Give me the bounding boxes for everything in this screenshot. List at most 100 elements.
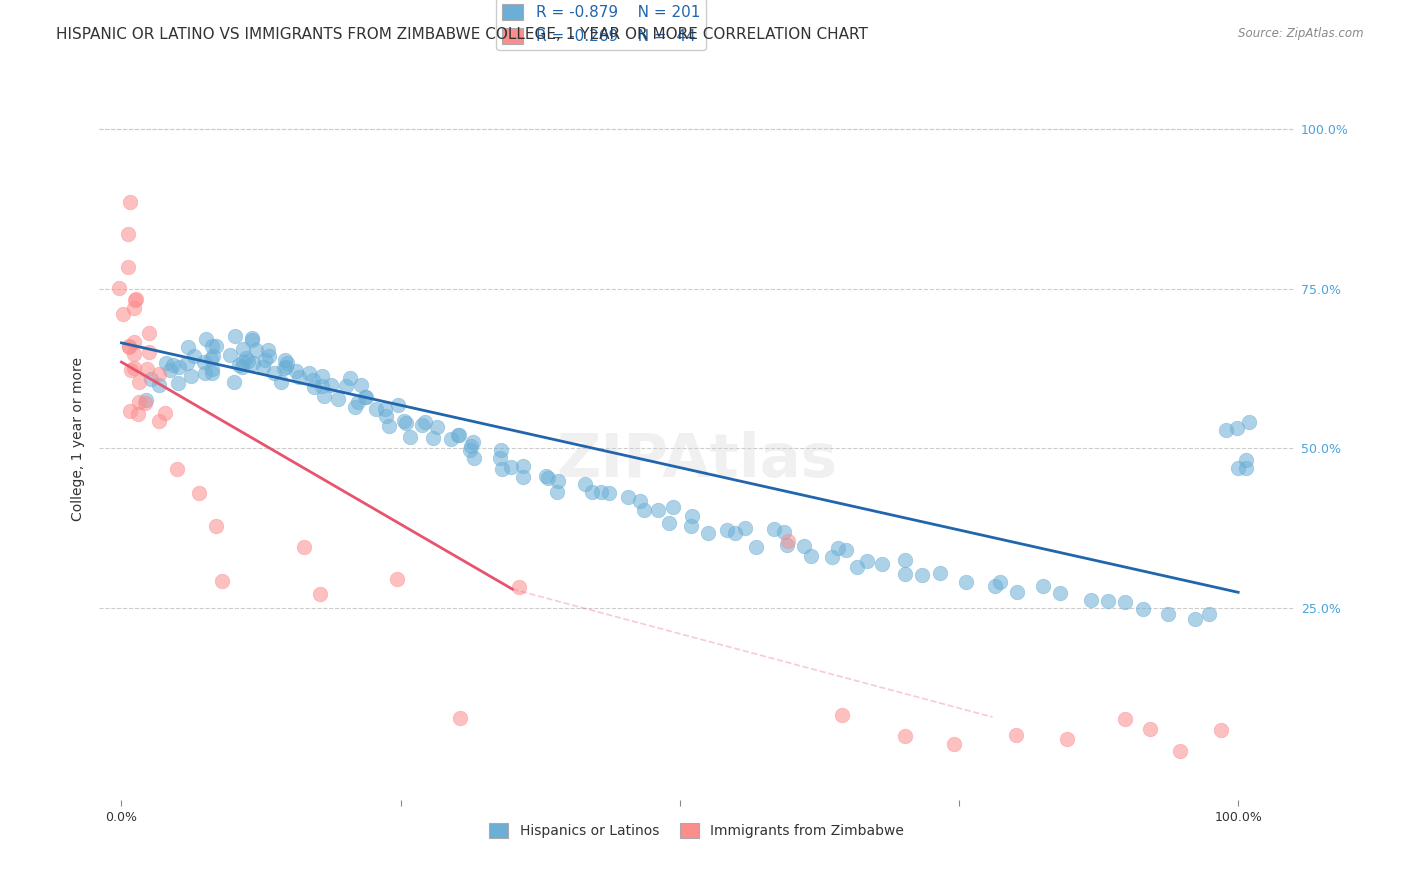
Point: [141, 371, 163, 385]
Point: [378, 419, 401, 434]
Point: [911, 568, 934, 582]
Point: [270, 375, 292, 389]
Point: [302, 373, 325, 387]
Point: [200, 352, 222, 367]
Point: [236, 354, 259, 368]
Point: [374, 409, 396, 423]
Point: [1049, 586, 1071, 600]
Point: [411, 417, 433, 432]
Point: [458, 442, 481, 457]
Point: [211, 574, 233, 588]
Point: [124, 293, 146, 307]
Point: [193, 355, 215, 369]
Point: [581, 485, 603, 500]
Point: [201, 339, 224, 353]
Point: [387, 398, 409, 412]
Point: [148, 367, 170, 381]
Point: [955, 574, 977, 589]
Point: [1080, 592, 1102, 607]
Point: [159, 363, 181, 377]
Point: [335, 379, 357, 393]
Point: [1156, 607, 1178, 622]
Point: [508, 580, 530, 594]
Text: ZIPAtlas: ZIPAtlas: [555, 431, 837, 490]
Point: [422, 430, 444, 444]
Point: [201, 362, 224, 376]
Point: [240, 331, 263, 345]
Point: [534, 468, 557, 483]
Point: [1139, 722, 1161, 736]
Point: [108, 281, 131, 295]
Point: [339, 371, 361, 385]
Point: [319, 378, 342, 392]
Legend: Hispanics or Latinos, Immigrants from Zimbabwe: Hispanics or Latinos, Immigrants from Zi…: [484, 818, 910, 844]
Point: [681, 519, 703, 533]
Point: [148, 414, 170, 428]
Point: [117, 260, 139, 274]
Point: [292, 540, 315, 554]
Point: [1227, 460, 1250, 475]
Point: [194, 366, 217, 380]
Point: [205, 339, 228, 353]
Point: [745, 540, 768, 554]
Point: [856, 554, 879, 568]
Point: [148, 377, 170, 392]
Point: [598, 485, 620, 500]
Y-axis label: College, 1 year or more: College, 1 year or more: [72, 357, 86, 521]
Point: [326, 392, 349, 407]
Point: [398, 430, 420, 444]
Point: [413, 415, 436, 429]
Point: [662, 500, 685, 514]
Point: [128, 395, 150, 409]
Point: [256, 343, 278, 357]
Point: [167, 376, 190, 390]
Point: [1005, 729, 1028, 743]
Point: [1097, 594, 1119, 608]
Point: [1132, 602, 1154, 616]
Point: [222, 375, 245, 389]
Point: [274, 353, 297, 368]
Point: [200, 366, 222, 380]
Point: [1234, 460, 1257, 475]
Point: [628, 494, 651, 508]
Point: [128, 376, 150, 390]
Point: [276, 355, 298, 369]
Point: [489, 443, 512, 458]
Point: [724, 525, 747, 540]
Point: [1032, 579, 1054, 593]
Point: [347, 395, 370, 409]
Point: [984, 579, 1007, 593]
Point: [350, 377, 373, 392]
Point: [188, 485, 211, 500]
Point: [1168, 744, 1191, 758]
Point: [124, 361, 146, 376]
Point: [122, 301, 145, 315]
Point: [298, 366, 321, 380]
Point: [232, 342, 254, 356]
Point: [1215, 424, 1237, 438]
Point: [762, 522, 785, 536]
Point: [574, 476, 596, 491]
Point: [773, 524, 796, 539]
Point: [440, 432, 463, 446]
Point: [202, 349, 225, 363]
Point: [894, 553, 917, 567]
Point: [166, 462, 188, 476]
Point: [988, 575, 1011, 590]
Point: [449, 428, 471, 442]
Point: [546, 484, 568, 499]
Point: [112, 307, 135, 321]
Point: [827, 541, 849, 555]
Point: [778, 534, 800, 549]
Point: [354, 390, 377, 404]
Point: [122, 334, 145, 349]
Point: [276, 359, 298, 374]
Text: HISPANIC OR LATINO VS IMMIGRANTS FROM ZIMBABWE COLLEGE, 1 YEAR OR MORE CORRELATI: HISPANIC OR LATINO VS IMMIGRANTS FROM ZI…: [56, 27, 868, 42]
Point: [460, 439, 482, 453]
Point: [167, 360, 190, 375]
Point: [118, 338, 141, 352]
Point: [1056, 731, 1078, 746]
Point: [134, 396, 156, 410]
Point: [176, 356, 198, 370]
Point: [821, 549, 844, 564]
